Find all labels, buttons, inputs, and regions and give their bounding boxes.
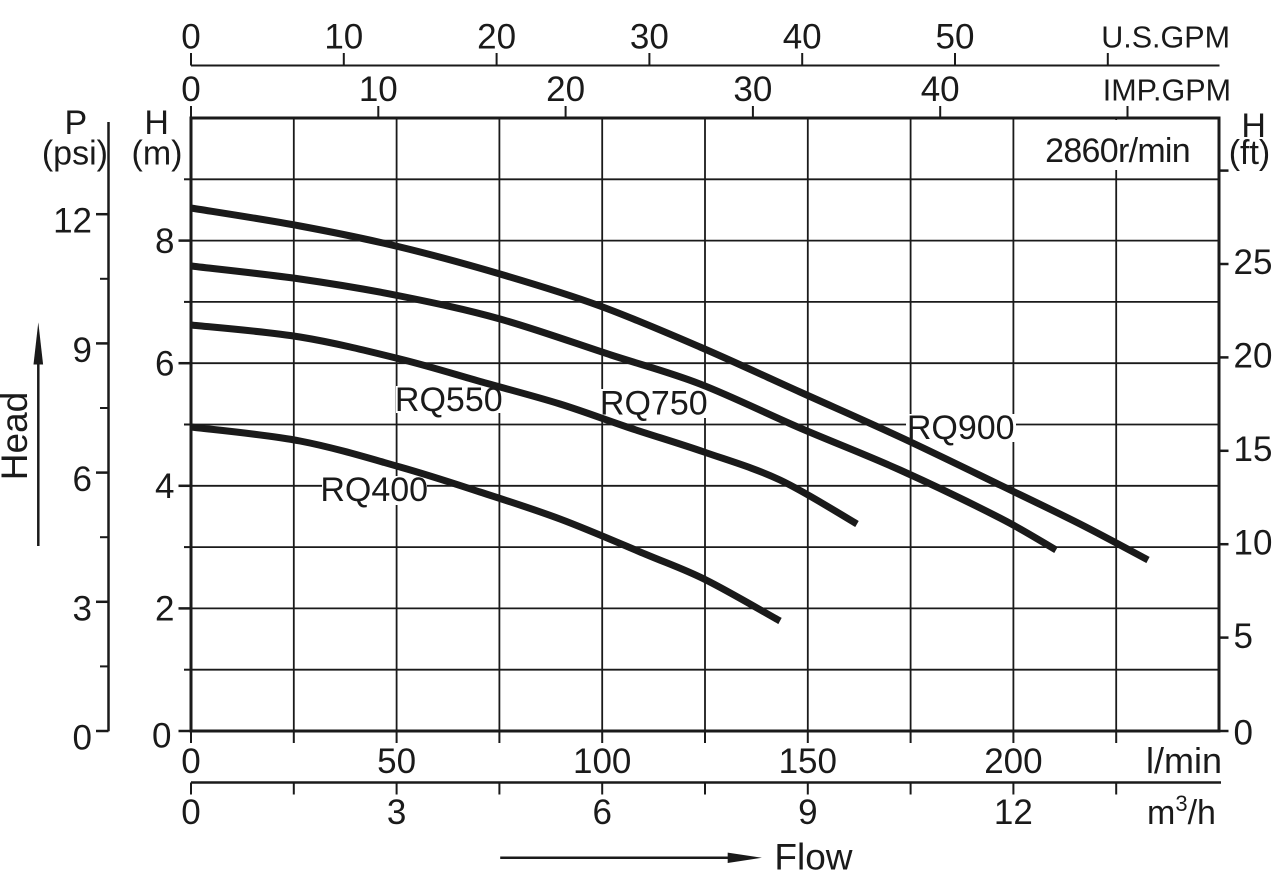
svg-text:20: 20	[1234, 337, 1273, 376]
svg-text:0: 0	[181, 18, 200, 57]
svg-text:50: 50	[936, 18, 975, 57]
svg-text:l/min: l/min	[1146, 740, 1222, 781]
svg-text:200: 200	[984, 742, 1042, 781]
svg-text:U.S.GPM: U.S.GPM	[1101, 21, 1230, 55]
svg-text:10: 10	[359, 70, 398, 109]
svg-text:25: 25	[1234, 243, 1273, 282]
svg-text:2860r/min: 2860r/min	[1045, 132, 1190, 170]
svg-text:10: 10	[1234, 523, 1273, 562]
svg-text:6: 6	[73, 460, 92, 499]
svg-text:12: 12	[53, 202, 92, 241]
svg-text:30: 30	[630, 18, 669, 57]
svg-text:3: 3	[73, 589, 92, 628]
svg-text:H: H	[144, 104, 169, 142]
svg-text:20: 20	[546, 70, 585, 109]
svg-text:5: 5	[1234, 617, 1253, 656]
svg-text:0: 0	[73, 719, 92, 758]
svg-text:0: 0	[181, 793, 200, 832]
svg-text:H: H	[1241, 107, 1266, 145]
svg-text:(psi): (psi)	[42, 135, 108, 173]
svg-text:Head: Head	[0, 392, 35, 480]
svg-text:3: 3	[387, 793, 406, 832]
svg-text:4: 4	[155, 467, 174, 506]
svg-text:20: 20	[477, 18, 516, 57]
svg-text:6: 6	[592, 793, 611, 832]
svg-text:40: 40	[921, 70, 960, 109]
svg-text:9: 9	[798, 793, 817, 832]
svg-text:(m): (m)	[132, 135, 183, 173]
svg-text:m3/h: m3/h	[1147, 791, 1216, 832]
svg-text:0: 0	[1234, 714, 1253, 753]
svg-text:50: 50	[377, 742, 416, 781]
svg-text:100: 100	[573, 742, 631, 781]
svg-text:(ft): (ft)	[1229, 134, 1271, 172]
svg-text:RQ400: RQ400	[320, 471, 428, 509]
svg-text:0: 0	[181, 742, 200, 781]
svg-text:150: 150	[779, 742, 837, 781]
svg-text:0: 0	[152, 717, 171, 756]
svg-text:30: 30	[733, 70, 772, 109]
svg-text:P: P	[65, 104, 88, 142]
svg-text:0: 0	[181, 70, 200, 109]
svg-text:40: 40	[783, 18, 822, 57]
svg-text:RQ900: RQ900	[907, 409, 1015, 447]
svg-text:8: 8	[155, 222, 174, 261]
svg-text:RQ550: RQ550	[395, 381, 503, 419]
svg-text:2: 2	[155, 590, 174, 629]
svg-text:10: 10	[324, 18, 363, 57]
svg-text:6: 6	[155, 344, 174, 383]
svg-text:RQ750: RQ750	[600, 385, 708, 423]
svg-text:IMP.GPM: IMP.GPM	[1103, 74, 1231, 108]
svg-text:12: 12	[994, 793, 1033, 832]
svg-text:Flow: Flow	[774, 837, 852, 877]
svg-text:15: 15	[1234, 430, 1273, 469]
svg-text:9: 9	[73, 331, 92, 370]
